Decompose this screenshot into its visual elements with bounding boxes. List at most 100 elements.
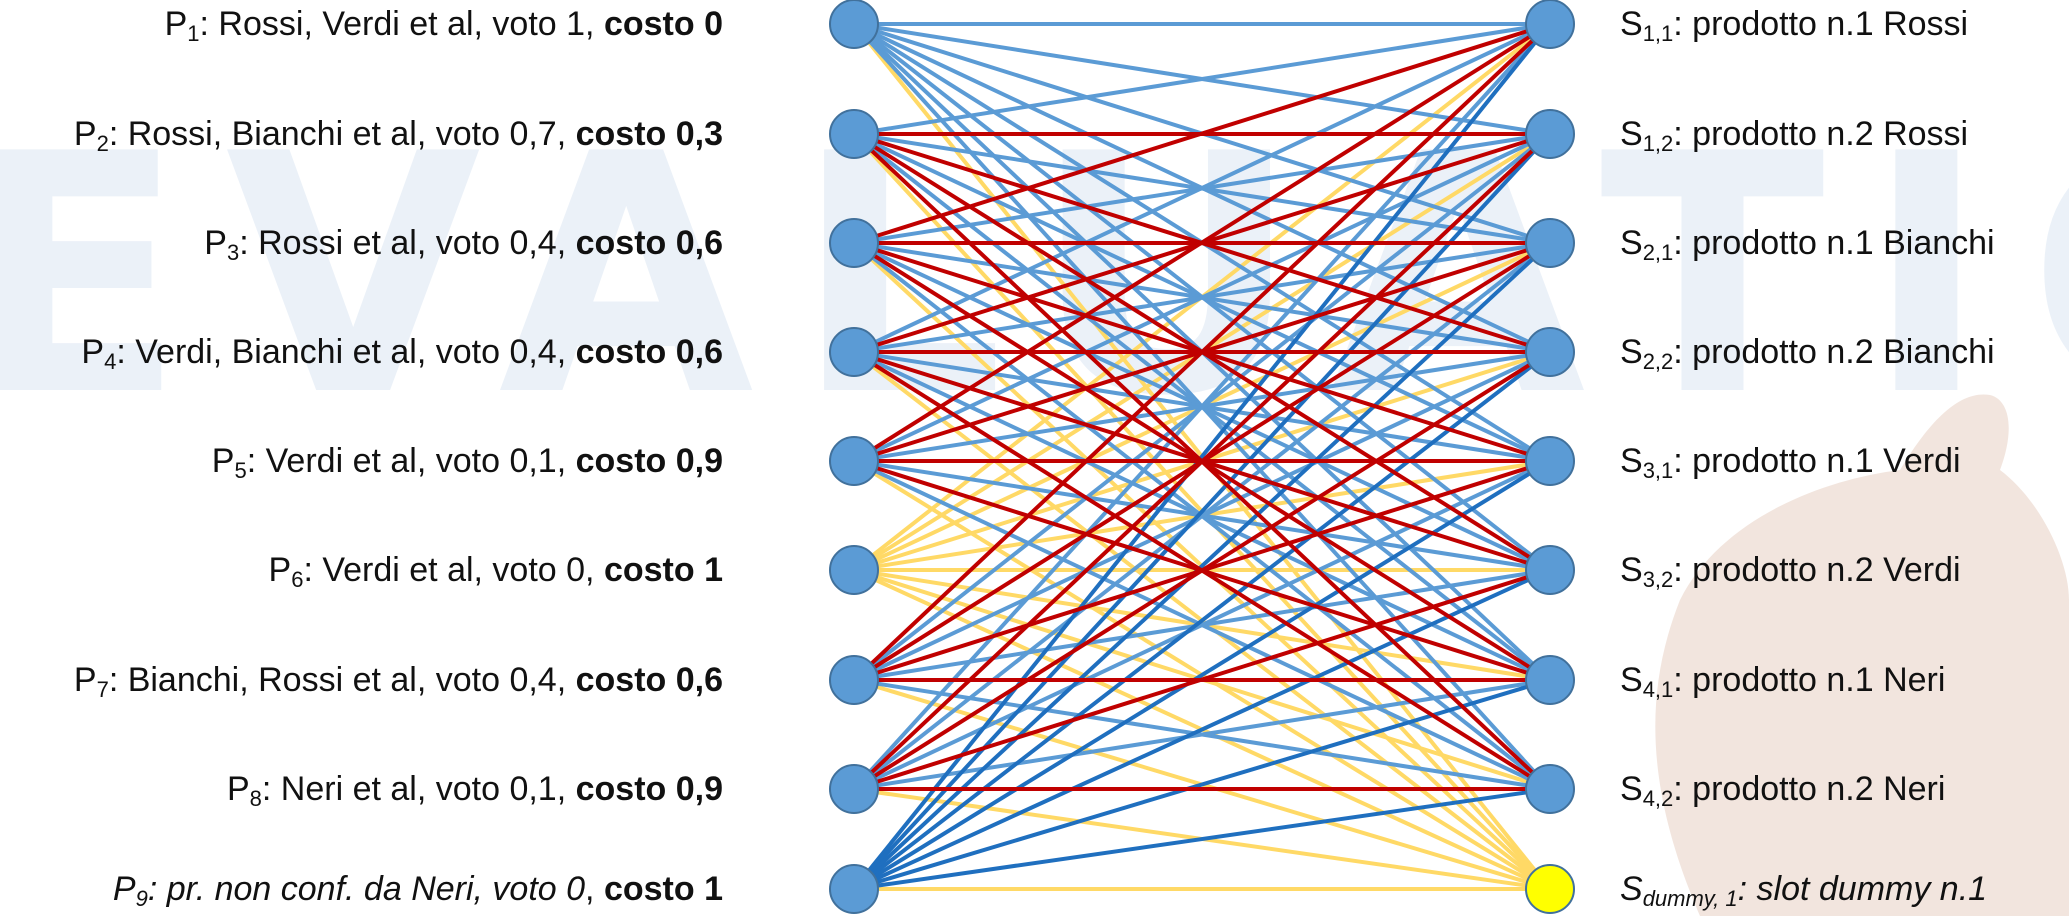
left-label-p4: P4: Verdi, Bianchi et al, voto 0,4, cost… xyxy=(81,332,723,382)
label-subscript: 2 xyxy=(96,131,109,156)
label-text: : prodotto n.1 Verdi xyxy=(1673,442,1961,480)
label-subscript: 8 xyxy=(249,786,262,811)
edge-p8-s1 xyxy=(852,22,1552,791)
cost-label: costo 0,9 xyxy=(575,770,723,808)
label-subscript: 7 xyxy=(96,677,109,702)
edge-p8-s7 xyxy=(853,678,1551,791)
edge-p8-s5 xyxy=(853,459,1551,791)
edge-p9-s2 xyxy=(852,132,1552,891)
left-node-p5 xyxy=(829,436,879,486)
label-text: : prodotto n.2 Neri xyxy=(1673,770,1946,808)
right-node-s6 xyxy=(1525,545,1575,595)
label-subscript: 2,2 xyxy=(1642,349,1674,374)
left-label-p3: P3: Rossi et al, voto 0,4, costo 0,6 xyxy=(204,223,723,273)
left-node-p9 xyxy=(829,864,879,914)
left-node-p6 xyxy=(829,545,879,595)
label-subscript: 2,1 xyxy=(1642,240,1674,265)
label-text: : prodotto n.1 Bianchi xyxy=(1673,224,1995,262)
label-name: S xyxy=(1620,115,1643,153)
label-name: P xyxy=(73,115,97,153)
label-text: : prodotto n.2 Bianchi xyxy=(1673,333,1995,371)
edge-p5-s1 xyxy=(852,22,1552,463)
label-name: P xyxy=(226,770,250,808)
label-name: S xyxy=(1620,442,1643,480)
left-node-p1 xyxy=(829,0,879,49)
edge-p5-s2 xyxy=(853,132,1551,463)
label-text: : prodotto n.1 Neri xyxy=(1673,661,1946,699)
left-node-p3 xyxy=(829,218,879,268)
label-subscript: 5 xyxy=(234,458,247,483)
edge-p9-s4 xyxy=(852,350,1552,891)
label-subscript: 4,2 xyxy=(1642,786,1674,811)
left-node-p4 xyxy=(829,327,879,377)
edge-p4-s1 xyxy=(853,22,1551,354)
right-node-s3 xyxy=(1525,218,1575,268)
right-label-s9: Sdummy, 1: slot dummy n.1 xyxy=(1620,869,1987,919)
left-label-p5: P5: Verdi et al, voto 0,1, costo 0,9 xyxy=(212,441,723,491)
label-subscript: 4 xyxy=(104,349,117,374)
label-subscript: 3 xyxy=(226,240,240,265)
right-node-s4 xyxy=(1525,327,1575,377)
edge-p2-s1 xyxy=(853,22,1551,136)
label-text: : Rossi, Verdi et al, voto 1, xyxy=(199,5,604,43)
label-text: : Neri et al, voto 0,1, xyxy=(261,770,576,808)
edge-p9-s8 xyxy=(853,787,1551,891)
right-label-s4: S2,2: prodotto n.2 Bianchi xyxy=(1620,332,1995,382)
label-text: : Verdi et al, voto 0, xyxy=(303,551,604,589)
label-text: : Verdi et al, voto 0,1, xyxy=(246,442,576,480)
label-name: S xyxy=(1620,551,1643,589)
label-text: : pr. non conf. da Neri, voto 0 xyxy=(147,870,586,908)
cost-label: costo 0 xyxy=(603,5,723,43)
right-label-s8: S4,2: prodotto n.2 Neri xyxy=(1620,769,1945,819)
label-name: P xyxy=(211,442,235,480)
right-node-s2 xyxy=(1525,109,1575,159)
left-label-p7: P7: Bianchi, Rossi et al, voto 0,4, cost… xyxy=(74,660,723,710)
left-node-p7 xyxy=(829,655,879,705)
label-name: P xyxy=(268,551,292,589)
label-name: S xyxy=(1620,770,1643,808)
label-name: P xyxy=(164,5,188,43)
label-subscript: dummy, 1 xyxy=(1642,886,1738,911)
right-node-s5 xyxy=(1525,436,1575,486)
right-label-s1: S1,1: prodotto n.1 Rossi xyxy=(1620,4,1968,54)
label-text: : slot dummy n.1 xyxy=(1737,870,1988,908)
label-name: P xyxy=(81,333,105,371)
edge-p8-s2 xyxy=(852,132,1552,791)
edge-p3-s1 xyxy=(853,22,1551,245)
cost-label: costo 0,6 xyxy=(575,661,723,699)
label-text: : Verdi, Bianchi et al, voto 0,4, xyxy=(116,333,576,371)
label-name: P xyxy=(204,224,227,262)
label-subscript: 6 xyxy=(291,567,304,592)
label-subscript: 3,1 xyxy=(1642,458,1674,483)
right-node-s7 xyxy=(1525,655,1575,705)
label-text: : Rossi, Bianchi et al, voto 0,7, xyxy=(108,115,576,153)
edge-p8-s4 xyxy=(852,350,1552,791)
right-label-s6: S3,2: prodotto n.2 Verdi xyxy=(1620,550,1961,600)
label-name: S xyxy=(1620,5,1643,43)
edge-p8-s3 xyxy=(852,241,1552,791)
edge-p9-s1 xyxy=(852,22,1552,891)
label-text: : Rossi et al, voto 0,4, xyxy=(239,224,576,262)
edge-p9-s6 xyxy=(853,568,1551,891)
right-node-s9 xyxy=(1525,864,1575,914)
cost-label: costo 0,6 xyxy=(575,333,723,371)
left-label-p2: P2: Rossi, Bianchi et al, voto 0,7, cost… xyxy=(74,114,723,164)
cost-label: costo 0,3 xyxy=(575,115,723,153)
label-name: P xyxy=(112,870,136,908)
left-node-p2 xyxy=(829,109,879,159)
label-text: : prodotto n.2 Rossi xyxy=(1673,115,1969,153)
left-label-p1: P1: Rossi, Verdi et al, voto 1, costo 0 xyxy=(165,4,723,54)
cost-label: costo 1 xyxy=(603,870,723,908)
label-text: : prodotto n.2 Verdi xyxy=(1673,551,1961,589)
right-label-s5: S3,1: prodotto n.1 Verdi xyxy=(1620,441,1961,491)
left-label-p6: P6: Verdi et al, voto 0, costo 1 xyxy=(269,550,724,600)
label-name: S xyxy=(1620,333,1643,371)
label-subscript: 4,1 xyxy=(1642,677,1674,702)
label-name: P xyxy=(73,661,97,699)
label-name: S xyxy=(1620,224,1643,262)
label-text: : prodotto n.1 Rossi xyxy=(1673,5,1969,43)
left-label-p8: P8: Neri et al, voto 0,1, costo 0,9 xyxy=(227,769,723,819)
cost-label: costo 0,9 xyxy=(575,442,723,480)
label-name: S xyxy=(1620,661,1643,699)
